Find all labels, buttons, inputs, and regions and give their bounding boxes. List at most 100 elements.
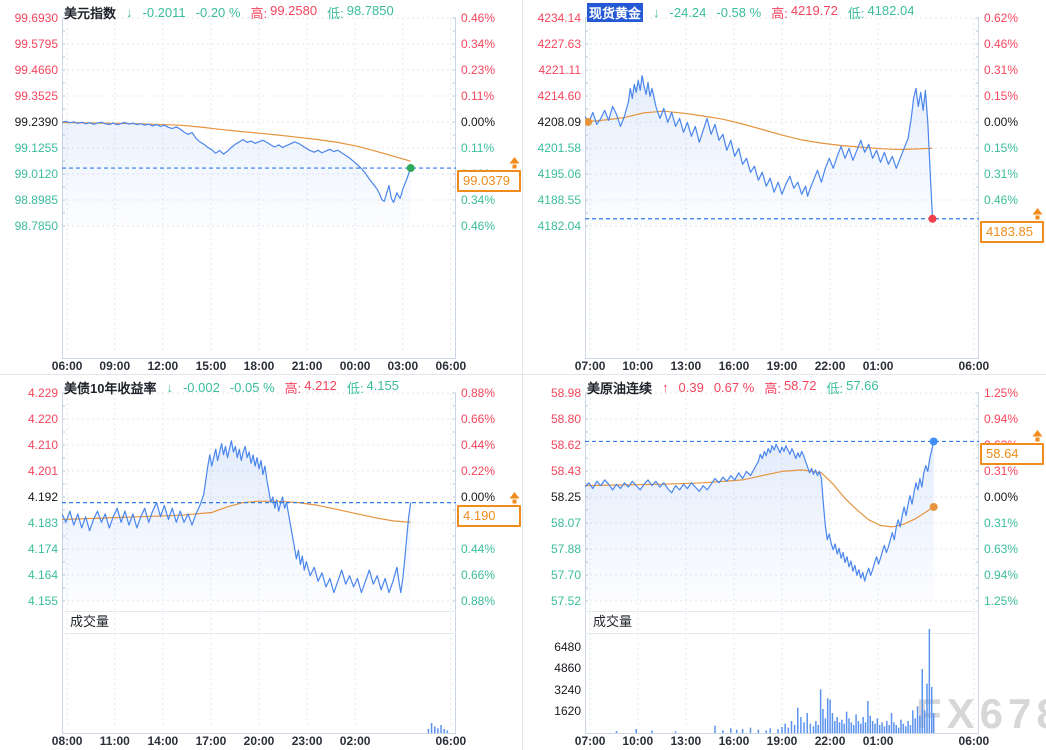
time-tick-label: 19:00: [766, 359, 798, 373]
chart-plot[interactable]: [585, 385, 979, 737]
panel-header: 美债10年收益率 ↓ -0.002 -0.05 % 高: 4.212 低: 4.15…: [64, 378, 399, 397]
alert-arrow-icon: [1032, 429, 1043, 442]
low-value: 4182.04: [867, 3, 915, 18]
axis-label: 4.210: [27, 438, 58, 452]
current-price-value: 4.190: [457, 504, 521, 527]
time-tick-label: 22:00: [814, 734, 846, 748]
panel-us10y-yield: 美债10年收益率 ↓ -0.002 -0.05 % 高: 4.212 低: 4.15…: [0, 375, 523, 750]
low-label: 低:: [847, 6, 865, 21]
axis-label: 0.00%: [984, 115, 1019, 129]
axis-label: 0.46%: [984, 193, 1019, 207]
axis-label: 0.88%: [461, 386, 496, 400]
axis-label: 4.155: [27, 594, 58, 608]
time-tick-label: 13:00: [670, 734, 702, 748]
axis-label: 4208.09: [537, 115, 581, 129]
high-value: 4219.72: [790, 3, 838, 18]
axis-label: 4.174: [27, 542, 58, 556]
instrument-title[interactable]: 美原油连续: [587, 381, 653, 396]
time-tick-label: 15:00: [195, 359, 227, 373]
time-tick-label: 07:00: [574, 359, 606, 373]
chart-plot[interactable]: [62, 10, 456, 362]
change-arrow-icon: ↓: [166, 380, 173, 395]
axis-label: 0.34%: [461, 37, 496, 51]
time-tick-label: 09:00: [99, 359, 131, 373]
time-tick-label: 06:00: [435, 734, 467, 748]
low-label: 低:: [327, 6, 344, 21]
axis-label: 0.46%: [461, 11, 496, 25]
change-percent: -0.20 %: [195, 5, 241, 20]
axis-label: 4.220: [27, 412, 58, 426]
time-tick-label: 14:00: [147, 734, 179, 748]
change-arrow-icon: ↓: [126, 5, 133, 20]
axis-label: 0.46%: [984, 37, 1019, 51]
axis-label: 0.22%: [461, 464, 496, 478]
axis-label: 1620: [554, 704, 581, 719]
axis-label: 0.11%: [461, 89, 495, 103]
percent-axis: 0.88%0.66%0.44%0.22%0.00%0.22%0.44%0.66%…: [459, 375, 523, 750]
axis-label: 99.4660: [14, 63, 58, 77]
price-chart-svg: [585, 392, 979, 734]
change-value: -0.002: [182, 380, 220, 395]
axis-label: 4195.06: [537, 167, 581, 181]
axis-label: 6480: [554, 639, 581, 654]
instrument-title[interactable]: 现货黄金: [587, 3, 644, 22]
panel-header: 美原油连续 ↑ 0.39 0.67 % 高: 58.72 低: 57.66: [587, 378, 879, 397]
axis-label: 4860: [554, 661, 581, 676]
fx678-watermark: FX678: [916, 690, 1046, 737]
current-price-tag: 4183.85: [980, 207, 1044, 243]
time-tick-label: 19:00: [766, 734, 798, 748]
change-arrow-icon: ↓: [653, 5, 660, 20]
time-tick-label: 21:00: [291, 359, 323, 373]
low-value: 57.66: [846, 378, 879, 393]
axis-label: 99.2390: [14, 115, 58, 129]
price-axis: 4.229 4.220 4.210 4.201 4.192 4.183 4.174 4.164…: [0, 375, 58, 750]
time-tick-label: 13:00: [670, 359, 702, 373]
axis-label: 57.52: [550, 594, 581, 608]
chart-plot[interactable]: [62, 385, 456, 737]
price-axis: 58.98 58.80 58.62 58.43 58.25 58.07 57.88 57.70…: [523, 375, 581, 750]
high-value: 4.212: [304, 378, 337, 393]
time-tick-label: 10:00: [622, 359, 654, 373]
time-tick-label: 10:00: [622, 734, 654, 748]
axis-label: 4.229: [27, 386, 58, 400]
axis-label: 4.164: [27, 568, 58, 582]
time-tick-label: 06:00: [51, 359, 83, 373]
chart-plot[interactable]: [585, 10, 979, 362]
axis-label: 0.31%: [984, 63, 1019, 77]
axis-label: 4221.11: [538, 63, 582, 77]
axis-label: 1.25%: [984, 594, 1019, 608]
change-value: -24.24: [669, 5, 707, 20]
current-price-tag: 99.0379: [457, 157, 521, 193]
time-axis: 07:00 10:00 13:00 16:00 19:00 22:00 01:00 06:00: [575, 734, 989, 749]
axis-label: 58.07: [550, 516, 581, 530]
time-tick-label: 01:00: [862, 359, 894, 373]
time-tick-label: 16:00: [718, 359, 750, 373]
axis-label: 0.31%: [984, 464, 1019, 478]
panel-header: 现货黄金 ↓ -24.24 -0.58 % 高: 4219.72 低: 4182.0…: [587, 3, 914, 22]
low-label: 低:: [826, 381, 844, 396]
axis-label: 0.62%: [984, 11, 1019, 25]
instrument-title[interactable]: 美元指数: [64, 6, 117, 21]
high-label: 高:: [250, 6, 268, 21]
axis-label: 99.5795: [14, 37, 58, 51]
axis-label: 0.63%: [984, 542, 1019, 556]
instrument-title[interactable]: 美债10年收益率: [64, 381, 157, 396]
price-axis: 99.6930 99.5795 99.4660 99.3525 99.2390 99.12…: [0, 0, 58, 375]
axis-label: 99.3525: [14, 89, 58, 103]
change-arrow-icon: ↑: [662, 380, 669, 395]
change-percent: -0.58 %: [716, 5, 762, 20]
axis-label: 58.80: [550, 412, 581, 426]
current-price-value: 99.0379: [457, 170, 521, 193]
axis-label: 0.00%: [461, 115, 496, 129]
time-tick-label: 03:00: [387, 359, 419, 373]
alert-arrow-icon: [509, 156, 520, 169]
axis-label: 0.34%: [461, 193, 496, 207]
time-tick-label: 20:00: [243, 734, 275, 748]
low-label: 低:: [346, 381, 364, 396]
time-axis: 06:00 09:00 12:00 15:00 18:00 21:00 00:00 03:00…: [52, 359, 466, 374]
high-label: 高:: [771, 6, 788, 21]
time-tick-label: 23:00: [291, 734, 323, 748]
time-tick-label: 22:00: [814, 359, 846, 373]
time-tick-label: 06:00: [958, 359, 990, 373]
